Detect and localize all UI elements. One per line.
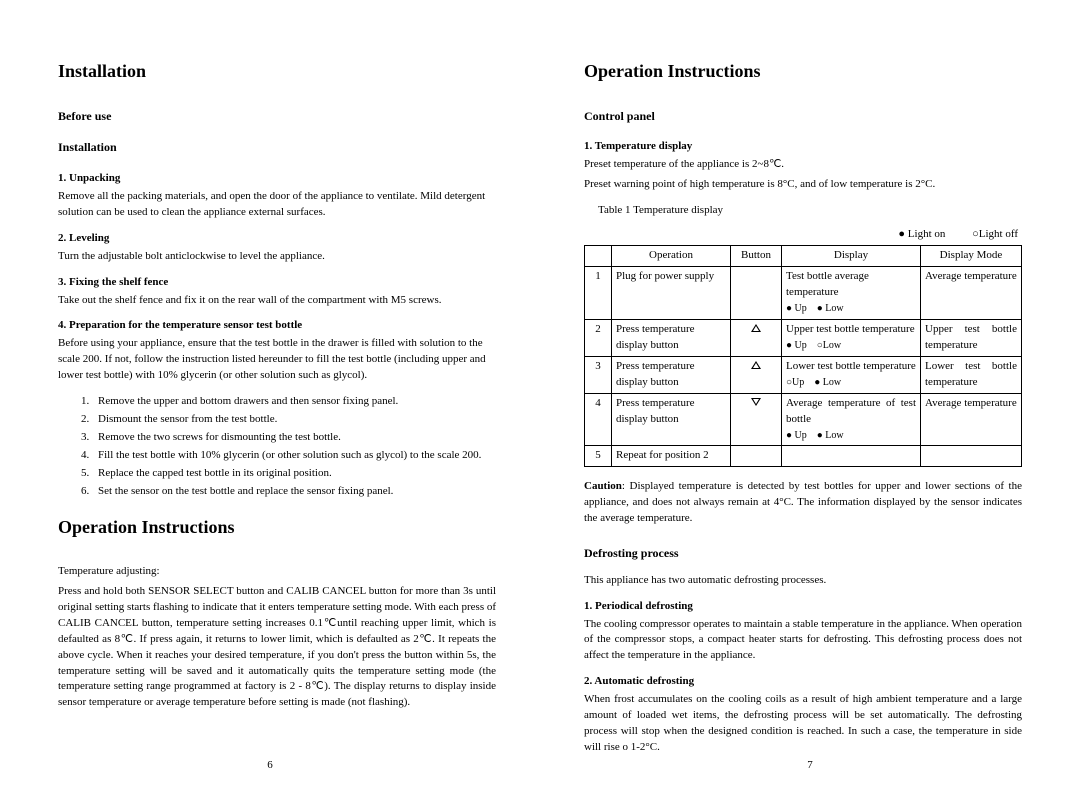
cell-op: Press temperature display button bbox=[612, 319, 731, 356]
cell-num: 5 bbox=[585, 446, 612, 467]
list-item: Fill the test bottle with 10% glycerin (… bbox=[92, 448, 496, 464]
temp-adj-text: Press and hold both SENSOR SELECT button… bbox=[58, 584, 496, 712]
page-number-left: 6 bbox=[0, 758, 540, 774]
unpacking-text: Remove all the packing materials, and op… bbox=[58, 189, 496, 221]
cell-op: Press temperature display button bbox=[612, 356, 731, 393]
temp-display-l2: Preset warning point of high temperature… bbox=[584, 177, 1022, 193]
fixing-text: Take out the shelf fence and fix it on t… bbox=[58, 293, 496, 309]
table-row: 2 Press temperature display button Upper… bbox=[585, 319, 1022, 356]
table-caption: Table 1 Temperature display bbox=[598, 203, 1022, 219]
periodical-text: The cooling compressor operates to maint… bbox=[584, 617, 1022, 665]
table-row: Operation Button Display Display Mode bbox=[585, 246, 1022, 267]
cell-disp bbox=[782, 446, 921, 467]
list-item: Remove the upper and bottom drawers and … bbox=[92, 394, 496, 410]
legend-light-off: ○Light off bbox=[972, 228, 1018, 240]
automatic-text: When frost accumulates on the cooling co… bbox=[584, 692, 1022, 756]
before-use-head: Before use bbox=[58, 108, 496, 125]
cell-btn bbox=[731, 393, 782, 446]
cell-btn bbox=[731, 356, 782, 393]
fixing-head: 3. Fixing the shelf fence bbox=[58, 275, 496, 291]
th-operation: Operation bbox=[612, 246, 731, 267]
defrost-head: Defrosting process bbox=[584, 545, 1022, 562]
cell-mode: Average temperature bbox=[921, 393, 1022, 446]
cell-mode: Average temperature bbox=[921, 267, 1022, 320]
temp-adj-label: Temperature adjusting: bbox=[58, 564, 496, 580]
cell-disp: Test bottle average temperature● Up ● Lo… bbox=[782, 267, 921, 320]
triangle-down-icon bbox=[751, 398, 761, 406]
control-panel-head: Control panel bbox=[584, 108, 1022, 125]
list-item: Remove the two screws for dismounting th… bbox=[92, 430, 496, 446]
cell-btn bbox=[731, 446, 782, 467]
th-blank bbox=[585, 246, 612, 267]
cell-btn bbox=[731, 319, 782, 356]
defrost-intro: This appliance has two automatic defrost… bbox=[584, 573, 1022, 589]
cell-mode: Lower test bottle temperature bbox=[921, 356, 1022, 393]
th-mode: Display Mode bbox=[921, 246, 1022, 267]
periodical-head: 1. Periodical defrosting bbox=[584, 599, 1022, 615]
caution-text: Caution: Displayed temperature is detect… bbox=[584, 479, 1022, 527]
legend-light-on: ● Light on bbox=[898, 228, 945, 240]
table-row: 3 Press temperature display button Lower… bbox=[585, 356, 1022, 393]
table-row: 5 Repeat for position 2 bbox=[585, 446, 1022, 467]
triangle-up-icon bbox=[751, 324, 761, 332]
list-item: Replace the capped test bottle in its or… bbox=[92, 466, 496, 482]
cell-num: 2 bbox=[585, 319, 612, 356]
page-right: Operation Instructions Control panel 1. … bbox=[540, 0, 1080, 798]
th-button: Button bbox=[731, 246, 782, 267]
unpacking-head: 1. Unpacking bbox=[58, 171, 496, 187]
automatic-head: 2. Automatic defrosting bbox=[584, 674, 1022, 690]
th-display: Display bbox=[782, 246, 921, 267]
cell-num: 3 bbox=[585, 356, 612, 393]
left-title: Installation bbox=[58, 58, 496, 84]
cell-disp: Upper test bottle temperature● Up ○Low bbox=[782, 319, 921, 356]
prep-text: Before using your appliance, ensure that… bbox=[58, 336, 496, 384]
list-item: Dismount the sensor from the test bottle… bbox=[92, 412, 496, 428]
installation-head: Installation bbox=[58, 139, 496, 156]
left-op-title: Operation Instructions bbox=[58, 514, 496, 540]
leveling-head: 2. Leveling bbox=[58, 231, 496, 247]
table-legend: ● Light on ○Light off bbox=[584, 227, 1022, 243]
table-row: 1 Plug for power supply Test bottle aver… bbox=[585, 267, 1022, 320]
table-row: 4 Press temperature display button Avera… bbox=[585, 393, 1022, 446]
leveling-text: Turn the adjustable bolt anticlockwise t… bbox=[58, 249, 496, 265]
page-number-right: 7 bbox=[540, 758, 1080, 774]
page-left: Installation Before use Installation 1. … bbox=[0, 0, 540, 798]
temp-display-l1: Preset temperature of the appliance is 2… bbox=[584, 157, 1022, 173]
cell-mode bbox=[921, 446, 1022, 467]
cell-op: Press temperature display button bbox=[612, 393, 731, 446]
cell-num: 1 bbox=[585, 267, 612, 320]
cell-op: Repeat for position 2 bbox=[612, 446, 731, 467]
cell-num: 4 bbox=[585, 393, 612, 446]
caution-label: Caution bbox=[584, 480, 622, 492]
temperature-display-table: Operation Button Display Display Mode 1 … bbox=[584, 245, 1022, 467]
right-title: Operation Instructions bbox=[584, 58, 1022, 84]
cell-op: Plug for power supply bbox=[612, 267, 731, 320]
temp-display-head: 1. Temperature display bbox=[584, 139, 1022, 155]
list-item: Set the sensor on the test bottle and re… bbox=[92, 484, 496, 500]
triangle-up-icon bbox=[751, 361, 761, 369]
cell-disp: Average temperature of test bottle● Up ●… bbox=[782, 393, 921, 446]
cell-mode: Upper test bottle temperature bbox=[921, 319, 1022, 356]
cell-disp: Lower test bottle temperature○Up ● Low bbox=[782, 356, 921, 393]
cell-btn bbox=[731, 267, 782, 320]
prep-steps: Remove the upper and bottom drawers and … bbox=[58, 394, 496, 500]
prep-head: 4. Preparation for the temperature senso… bbox=[58, 318, 496, 334]
